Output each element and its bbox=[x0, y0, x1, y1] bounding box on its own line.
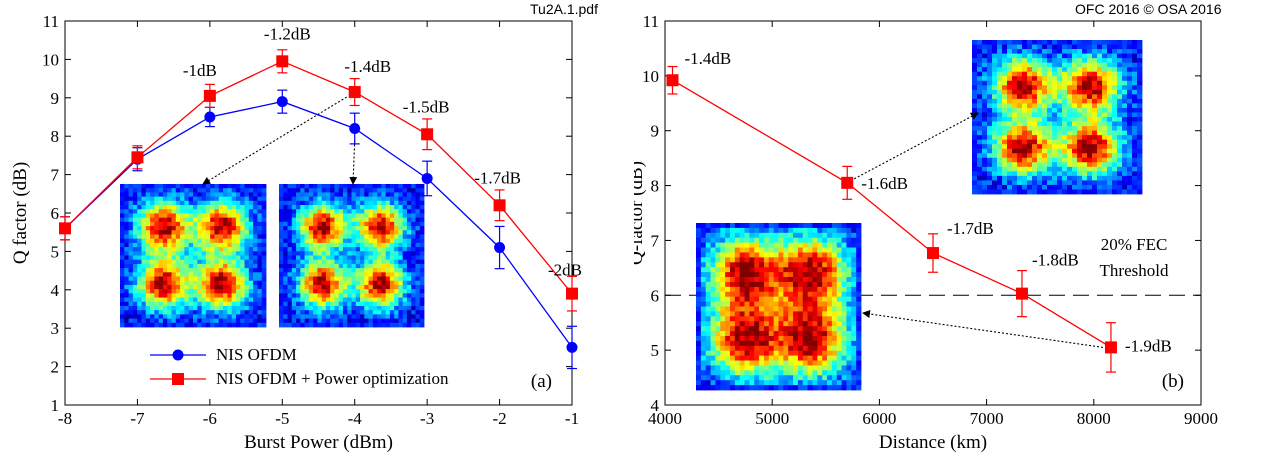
plot-frame bbox=[664, 20, 1202, 406]
data-point-circle bbox=[421, 172, 433, 184]
x-tick-label: 7000 bbox=[970, 409, 1004, 428]
point-label: -1.9dB bbox=[1125, 336, 1172, 355]
legend-marker-square bbox=[172, 373, 184, 385]
y-axis-label: Q-factor (dB) bbox=[634, 161, 647, 265]
constellation-b1 bbox=[972, 40, 1143, 195]
panel-label: (b) bbox=[1162, 371, 1184, 392]
y-tick-label: 3 bbox=[51, 319, 60, 338]
x-tick-label: 9000 bbox=[1184, 409, 1218, 428]
series-line-1 bbox=[64, 60, 573, 295]
x-tick-label: -8 bbox=[58, 409, 72, 428]
data-point-square bbox=[131, 151, 144, 164]
data-point-square bbox=[421, 128, 434, 141]
y-tick-label: 5 bbox=[51, 242, 60, 261]
point-label: -1.5dB bbox=[403, 97, 450, 116]
data-point-circle bbox=[566, 341, 578, 353]
x-tick-label: 6000 bbox=[862, 409, 896, 428]
x-tick-label: -2 bbox=[492, 409, 506, 428]
point-label: -1.8dB bbox=[1032, 251, 1079, 270]
x-tick-label: -5 bbox=[275, 409, 289, 428]
data-point-circle bbox=[349, 123, 361, 135]
inset-arrow bbox=[202, 96, 347, 185]
data-point-circle bbox=[276, 96, 288, 108]
data-point-square bbox=[203, 89, 216, 102]
y-tick-label: 9 bbox=[651, 122, 660, 141]
y-axis-label: Q factor (dB) bbox=[10, 162, 31, 264]
y-tick-label: 10 bbox=[642, 67, 659, 86]
data-point-circle bbox=[494, 242, 506, 254]
data-point-square bbox=[566, 287, 578, 300]
chart-panel-a: -8 -7 -6 -5 -4 -3 -2 -1 1 2 3 4 5 6 7 8 9 10 11 Burst Power… bbox=[10, 12, 582, 453]
paper-tag: Tu2A.1.pdf bbox=[530, 1, 598, 17]
data-point-square bbox=[59, 222, 71, 235]
data-point-square bbox=[493, 199, 506, 212]
point-label: -1.6dB bbox=[861, 174, 908, 193]
data-point-square bbox=[841, 176, 854, 189]
point-label: -1.2dB bbox=[264, 24, 311, 43]
legend-label: NIS OFDM + Power optimization bbox=[216, 369, 449, 388]
point-label: -2dB bbox=[548, 261, 582, 280]
data-point-circle bbox=[204, 111, 216, 123]
point-label: -1dB bbox=[183, 61, 217, 80]
y-tick-label: 7 bbox=[51, 166, 60, 185]
y-tick-label: 2 bbox=[51, 358, 60, 377]
inset-arrow bbox=[862, 310, 1104, 348]
data-point-square bbox=[1015, 287, 1028, 300]
point-label: -1.7dB bbox=[474, 168, 521, 187]
threshold-label: Threshold bbox=[1100, 261, 1169, 280]
data-point-square bbox=[666, 74, 679, 87]
y-tick-label: 11 bbox=[43, 12, 59, 31]
data-point-square bbox=[1104, 341, 1117, 354]
y-tick-label: 1 bbox=[51, 396, 60, 415]
y-tick-label: 8 bbox=[651, 177, 660, 196]
constellation-b2 bbox=[696, 223, 862, 391]
point-label: -1.7dB bbox=[947, 219, 994, 238]
x-tick-label: 4000 bbox=[648, 409, 682, 428]
inset-arrow bbox=[853, 112, 979, 180]
point-label: -1.4dB bbox=[344, 57, 391, 76]
point-label: -1.4dB bbox=[685, 49, 732, 68]
chart-panel-b: 4000 5000 6000 7000 8000 9000 4 5 6 7 8 9 10 11 Distan… bbox=[634, 12, 1218, 453]
copyright-tag: OFC 2016 © OSA 2016 bbox=[1075, 1, 1222, 17]
inset-arrow bbox=[349, 140, 358, 185]
y-tick-label: 8 bbox=[51, 127, 60, 146]
threshold-label: 20% FEC bbox=[1101, 235, 1168, 254]
x-axis-label: Distance (km) bbox=[879, 432, 987, 453]
data-point-square bbox=[348, 86, 361, 99]
constellation-a2 bbox=[279, 184, 425, 328]
y-tick-label: 6 bbox=[651, 286, 660, 305]
x-tick-label: -3 bbox=[420, 409, 434, 428]
data-point-square bbox=[927, 247, 939, 260]
y-tick-label: 11 bbox=[643, 12, 659, 31]
x-tick-label: -1 bbox=[565, 409, 579, 428]
x-tick-label: -4 bbox=[348, 409, 363, 428]
constellation-a1 bbox=[120, 184, 267, 328]
y-tick-label: 4 bbox=[51, 281, 60, 300]
data-point-square bbox=[276, 55, 289, 68]
legend-marker-circle bbox=[172, 349, 184, 361]
y-tick-label: 5 bbox=[651, 341, 660, 360]
legend-label: NIS OFDM bbox=[216, 345, 297, 364]
y-tick-label: 4 bbox=[651, 396, 660, 415]
y-tick-label: 7 bbox=[651, 231, 660, 250]
x-axis-label: Burst Power (dBm) bbox=[244, 432, 393, 453]
y-tick-label: 6 bbox=[51, 204, 60, 223]
x-tick-label: -6 bbox=[203, 409, 217, 428]
x-tick-label: -7 bbox=[130, 409, 145, 428]
y-tick-label: 9 bbox=[51, 89, 60, 108]
series-line-0 bbox=[64, 100, 573, 348]
panel-label: (a) bbox=[531, 371, 552, 392]
x-tick-label: 5000 bbox=[755, 409, 789, 428]
x-tick-label: 8000 bbox=[1077, 409, 1111, 428]
y-tick-label: 10 bbox=[42, 50, 59, 69]
